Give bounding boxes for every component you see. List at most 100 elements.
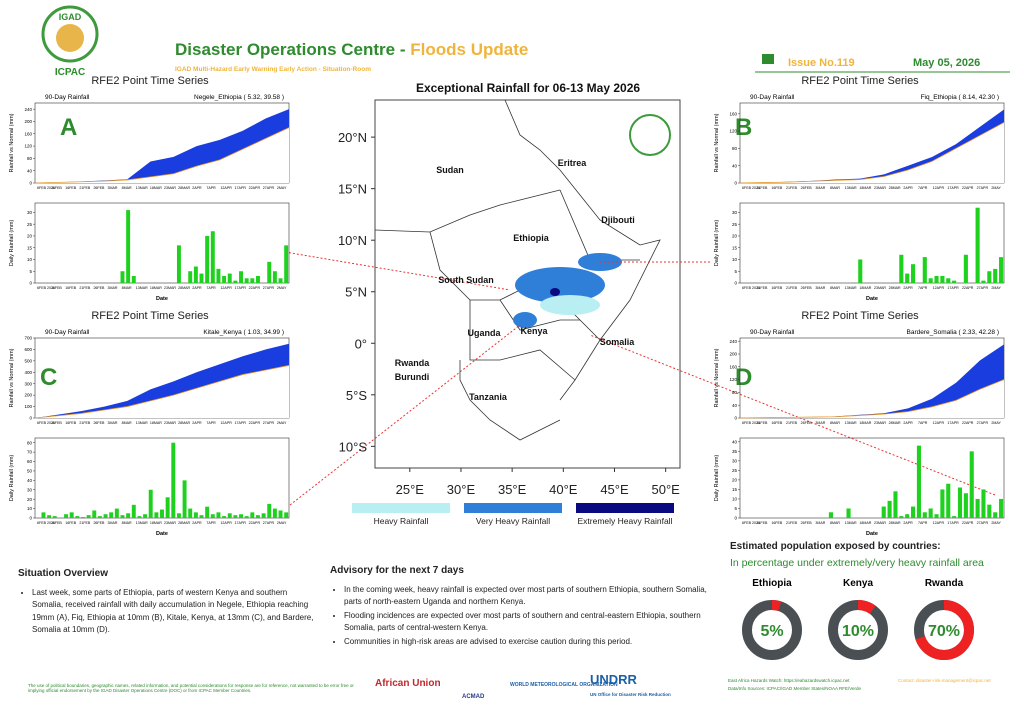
x-tick-label: 2MAY bbox=[991, 521, 1001, 525]
x-tick-label: 26FEB bbox=[93, 421, 105, 425]
daily-bar bbox=[250, 278, 255, 283]
y-tick-label: 0 bbox=[29, 416, 32, 421]
daily-bar bbox=[981, 489, 986, 518]
x-tick-label: 6FEB 2026 bbox=[742, 521, 760, 525]
daily-bar bbox=[887, 500, 892, 518]
x-tick-label: 6FEB 2026 bbox=[742, 286, 760, 290]
title-main: Disaster Operations Centre - bbox=[175, 40, 410, 59]
x-tick-label: 11FEB bbox=[757, 186, 768, 190]
daily-bar bbox=[126, 210, 131, 283]
y-tick-label: 15 bbox=[27, 245, 33, 250]
x-tick-label: 28MAR bbox=[889, 421, 901, 425]
y-tick-label: 10 bbox=[732, 257, 738, 262]
daily-bar bbox=[120, 515, 125, 518]
x-tick-label: 2MAY bbox=[277, 286, 287, 290]
x-tick-label: 6FEB 2026 bbox=[37, 421, 55, 425]
x-tick-label: 16FEB bbox=[771, 421, 783, 425]
connector bbox=[289, 324, 521, 506]
daily-bar bbox=[940, 489, 945, 518]
title: Disaster Operations Centre - Floods Upda… bbox=[175, 40, 528, 59]
map-lat-label: 5°N bbox=[345, 285, 367, 300]
y-axis-label: Daily Rainfall (mm) bbox=[714, 220, 720, 267]
x-tick-label: 23MAR bbox=[874, 421, 886, 425]
x-tick-label: 6FEB 2026 bbox=[37, 521, 55, 525]
x-tick-label: 13MAR bbox=[845, 521, 857, 525]
panel-subheader: 90-Day Rainfall bbox=[750, 94, 795, 101]
x-tick-label: 28MAR bbox=[178, 286, 190, 290]
normal-line bbox=[34, 365, 290, 419]
x-tick-label: 2MAY bbox=[277, 521, 287, 525]
x-tick-label: 21FEB bbox=[786, 421, 798, 425]
x-tick-label: 13MAR bbox=[136, 421, 148, 425]
x-axis-label: Date bbox=[156, 531, 168, 537]
daily-bar bbox=[278, 510, 283, 518]
plot-frame bbox=[34, 202, 290, 284]
border bbox=[374, 189, 561, 233]
daily-bar bbox=[922, 512, 927, 518]
x-tick-label: 12APR bbox=[220, 186, 232, 190]
y-tick-label: 50 bbox=[27, 469, 33, 474]
daily-bar bbox=[957, 487, 963, 518]
map-lon-label: 30°E bbox=[447, 482, 476, 497]
map-lon-label: 25°E bbox=[396, 482, 425, 497]
x-tick-label: 26FEB bbox=[801, 286, 813, 290]
daily-bar bbox=[176, 245, 181, 283]
daily-bar bbox=[52, 516, 57, 518]
y-tick-label: 240 bbox=[24, 107, 32, 112]
country-label: Eritrea bbox=[558, 158, 588, 168]
y-tick-label: 240 bbox=[729, 339, 737, 344]
x-tick-label: 11FEB bbox=[757, 521, 768, 525]
y-tick-label: 600 bbox=[24, 347, 32, 352]
y-tick-label: 100 bbox=[24, 404, 32, 409]
x-tick-label: 12APR bbox=[933, 186, 945, 190]
x-tick-label: 11FEB bbox=[51, 421, 62, 425]
rain-very-heavy bbox=[515, 267, 605, 303]
x-tick-label: 23MAR bbox=[164, 186, 176, 190]
x-tick-label: 11FEB bbox=[51, 521, 62, 525]
x-tick-label: 21FEB bbox=[79, 421, 91, 425]
y-tick-label: 160 bbox=[729, 364, 737, 369]
daily-bar bbox=[934, 275, 939, 283]
daily-bar bbox=[905, 273, 910, 283]
x-tick-label: 16FEB bbox=[65, 521, 77, 525]
x-tick-label: 18MAR bbox=[859, 421, 871, 425]
x-tick-label: 21FEB bbox=[786, 186, 798, 190]
daily-bar bbox=[165, 497, 170, 518]
daily-bar bbox=[205, 506, 210, 518]
border bbox=[459, 360, 561, 441]
rain-extreme bbox=[550, 288, 560, 296]
x-tick-label: 2APR bbox=[192, 421, 202, 425]
donut-arc bbox=[857, 600, 876, 615]
daily-bar bbox=[916, 445, 921, 518]
x-tick-label: 7APR bbox=[918, 186, 928, 190]
y-tick-label: 25 bbox=[27, 222, 33, 227]
daily-bar bbox=[244, 516, 249, 518]
population-title: Estimated population exposed by countrie… bbox=[730, 541, 941, 552]
donut-value: 70% bbox=[928, 623, 960, 640]
daily-bar bbox=[193, 266, 198, 283]
x-tick-label: 12APR bbox=[220, 521, 232, 525]
x-tick-label: 26FEB bbox=[801, 421, 813, 425]
x-tick-label: 22APR bbox=[249, 421, 261, 425]
x-tick-label: 21FEB bbox=[79, 186, 91, 190]
partner-logo: UNDRR bbox=[590, 672, 638, 687]
x-tick-label: 7APR bbox=[918, 286, 928, 290]
daily-bar bbox=[227, 513, 232, 518]
x-tick-label: 2MAY bbox=[277, 186, 287, 190]
x-tick-label: 11FEB bbox=[51, 286, 62, 290]
x-tick-label: 3MAR bbox=[108, 186, 118, 190]
x-tick-label: 16FEB bbox=[771, 186, 783, 190]
y-tick-label: 0 bbox=[29, 516, 32, 521]
daily-bar bbox=[963, 254, 968, 283]
y-tick-label: 40 bbox=[27, 168, 33, 173]
daily-bar bbox=[103, 514, 108, 518]
observed-area bbox=[740, 344, 1004, 418]
x-tick-label: 7APR bbox=[206, 421, 216, 425]
y-tick-label: 70 bbox=[27, 450, 33, 455]
daily-bar bbox=[148, 489, 153, 518]
x-tick-label: 28MAR bbox=[889, 286, 901, 290]
x-tick-label: 22APR bbox=[962, 421, 974, 425]
daily-bar bbox=[987, 504, 992, 518]
title-highlight: Floods Update bbox=[410, 40, 528, 59]
x-tick-label: 13MAR bbox=[136, 286, 148, 290]
